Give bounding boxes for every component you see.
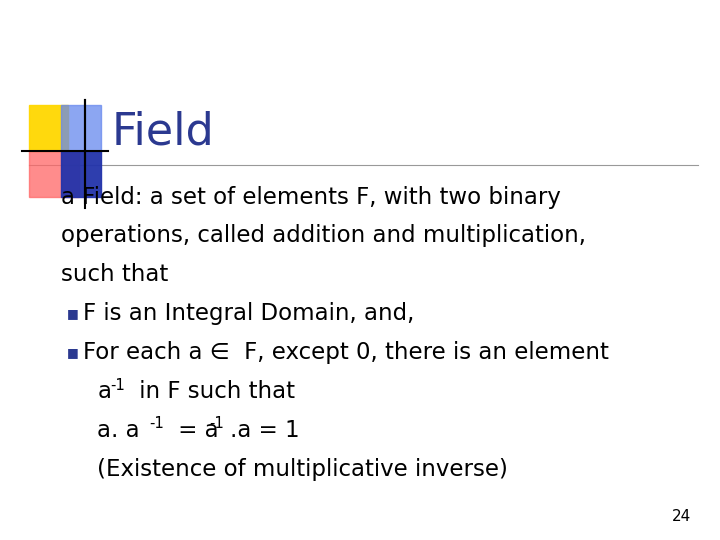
Text: -1: -1 <box>110 377 125 393</box>
Text: a: a <box>97 380 111 403</box>
Text: a. a: a. a <box>97 419 140 442</box>
Text: a Field: a set of elements F, with two binary: a Field: a set of elements F, with two b… <box>61 186 561 208</box>
Text: Field: Field <box>112 111 215 154</box>
Text: (Existence of multiplicative inverse): (Existence of multiplicative inverse) <box>97 458 508 481</box>
Text: such that: such that <box>61 264 168 286</box>
Text: ■: ■ <box>67 346 78 359</box>
Text: For each a ∈  F, except 0, there is an element: For each a ∈ F, except 0, there is an el… <box>83 341 608 364</box>
Text: in F such that: in F such that <box>132 380 294 403</box>
Text: -1: -1 <box>209 416 224 431</box>
Bar <box>29 105 68 151</box>
Text: -1: -1 <box>149 416 164 431</box>
Text: operations, called addition and multiplication,: operations, called addition and multipli… <box>61 225 586 247</box>
Text: = a: = a <box>171 419 218 442</box>
Text: .a = 1: .a = 1 <box>230 419 300 442</box>
Text: F is an Integral Domain, and,: F is an Integral Domain, and, <box>83 302 414 325</box>
Bar <box>61 151 101 197</box>
Text: 24: 24 <box>672 509 691 524</box>
Bar <box>29 151 79 197</box>
Text: ■: ■ <box>67 307 78 320</box>
Bar <box>61 105 101 151</box>
